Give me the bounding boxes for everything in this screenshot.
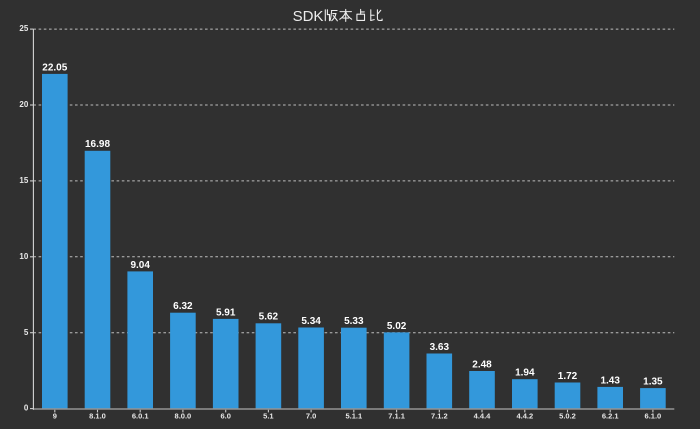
svg-text:9.04: 9.04 <box>130 260 150 271</box>
svg-text:5.1.1: 5.1.1 <box>345 411 362 420</box>
svg-text:1.72: 1.72 <box>558 371 578 382</box>
svg-text:1.35: 1.35 <box>643 377 663 388</box>
svg-text:4.4.4: 4.4.4 <box>474 411 492 420</box>
svg-text:5.91: 5.91 <box>216 307 236 318</box>
svg-text:5.0.2: 5.0.2 <box>559 411 576 420</box>
svg-text:5.62: 5.62 <box>259 312 279 323</box>
svg-text:6.2.1: 6.2.1 <box>602 411 619 420</box>
svg-text:10: 10 <box>19 252 28 261</box>
svg-text:5.34: 5.34 <box>301 316 321 327</box>
svg-text:20: 20 <box>19 100 28 109</box>
svg-text:SDK: SDK <box>293 8 324 25</box>
svg-text:5: 5 <box>24 328 29 337</box>
svg-text:5.33: 5.33 <box>344 316 364 327</box>
svg-text:6.0.1: 6.0.1 <box>132 411 149 420</box>
svg-text:9: 9 <box>53 411 57 420</box>
svg-text:7.1.2: 7.1.2 <box>431 411 448 420</box>
svg-text:7.1.1: 7.1.1 <box>388 411 405 420</box>
svg-text:5.1: 5.1 <box>263 411 273 420</box>
svg-text:3.63: 3.63 <box>430 342 450 353</box>
svg-text:1.94: 1.94 <box>515 368 535 379</box>
svg-text:5.02: 5.02 <box>387 321 407 332</box>
svg-text:16.98: 16.98 <box>85 139 110 150</box>
svg-text:6.1.0: 6.1.0 <box>645 411 662 420</box>
svg-text:22.05: 22.05 <box>42 62 67 73</box>
svg-text:7.0: 7.0 <box>306 411 316 420</box>
svg-text:25: 25 <box>19 24 28 33</box>
svg-text:2.48: 2.48 <box>472 359 492 370</box>
svg-text:4.4.2: 4.4.2 <box>516 411 533 420</box>
svg-text:8.0.0: 8.0.0 <box>175 411 192 420</box>
svg-text:1.43: 1.43 <box>600 375 620 386</box>
svg-text:0: 0 <box>24 404 29 413</box>
svg-text:6.32: 6.32 <box>173 301 193 312</box>
svg-text:6.0: 6.0 <box>220 411 230 420</box>
svg-text:8.1.0: 8.1.0 <box>89 411 106 420</box>
svg-text:15: 15 <box>19 176 28 185</box>
